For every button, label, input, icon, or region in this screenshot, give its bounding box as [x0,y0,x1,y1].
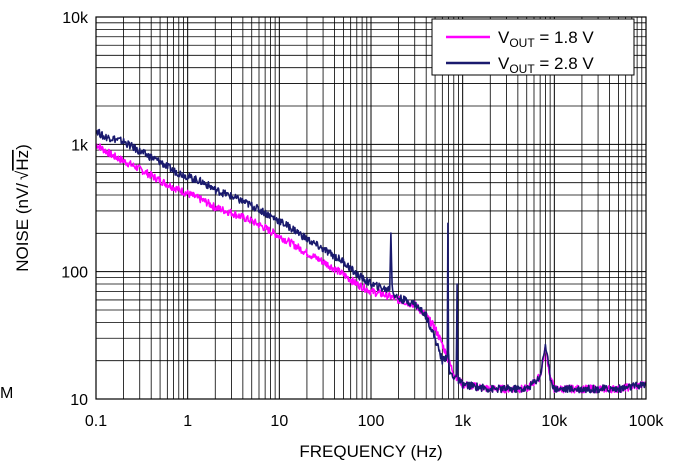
series-layer [96,128,646,394]
x-tick-labels: 0.1 1 10 100 1k 10k 100k [85,413,664,430]
legend-entry-vout-2-8: VOUT = 2.8 V [498,54,594,76]
clipped-tick-label: M [0,385,14,402]
y-axis-label-text: NOISE (nV/ √Hz) [13,144,32,272]
x-tick-label: 100 [358,413,385,430]
x-tick-label: 10 [270,413,288,430]
x-tick-label: 10k [541,413,568,430]
y-tick-label: 10k [62,10,89,27]
y-tick-labels: 10 100 1k 10k [61,10,89,409]
legend-box [431,18,635,76]
x-tick-label: 0.1 [85,413,107,430]
y-axis-label-radical: √ [13,170,32,180]
y-tick-label: 1k [71,137,89,154]
y-axis-label: NOISE (nV/ √Hz) [13,144,32,272]
y-axis-label-close: ) [13,144,32,150]
plot-frame [95,16,647,400]
y-tick-label: 10 [70,392,88,409]
legend-entry-vout-1-8: VOUT = 1.8 V [498,28,594,50]
series-line-1 [96,128,646,394]
y-axis-label-main: NOISE (nV/ [13,183,32,272]
y-tick-label: 100 [61,265,88,282]
x-tick-label: 100k [629,413,665,430]
y-axis-label-radicand: Hz [13,150,32,171]
x-axis-label: FREQUENCY (Hz) [299,442,442,461]
x-tick-label: 1k [454,413,472,430]
legend: VOUT = 1.8 V VOUT = 2.8 V [431,18,635,76]
x-tick-label: 1 [183,413,192,430]
